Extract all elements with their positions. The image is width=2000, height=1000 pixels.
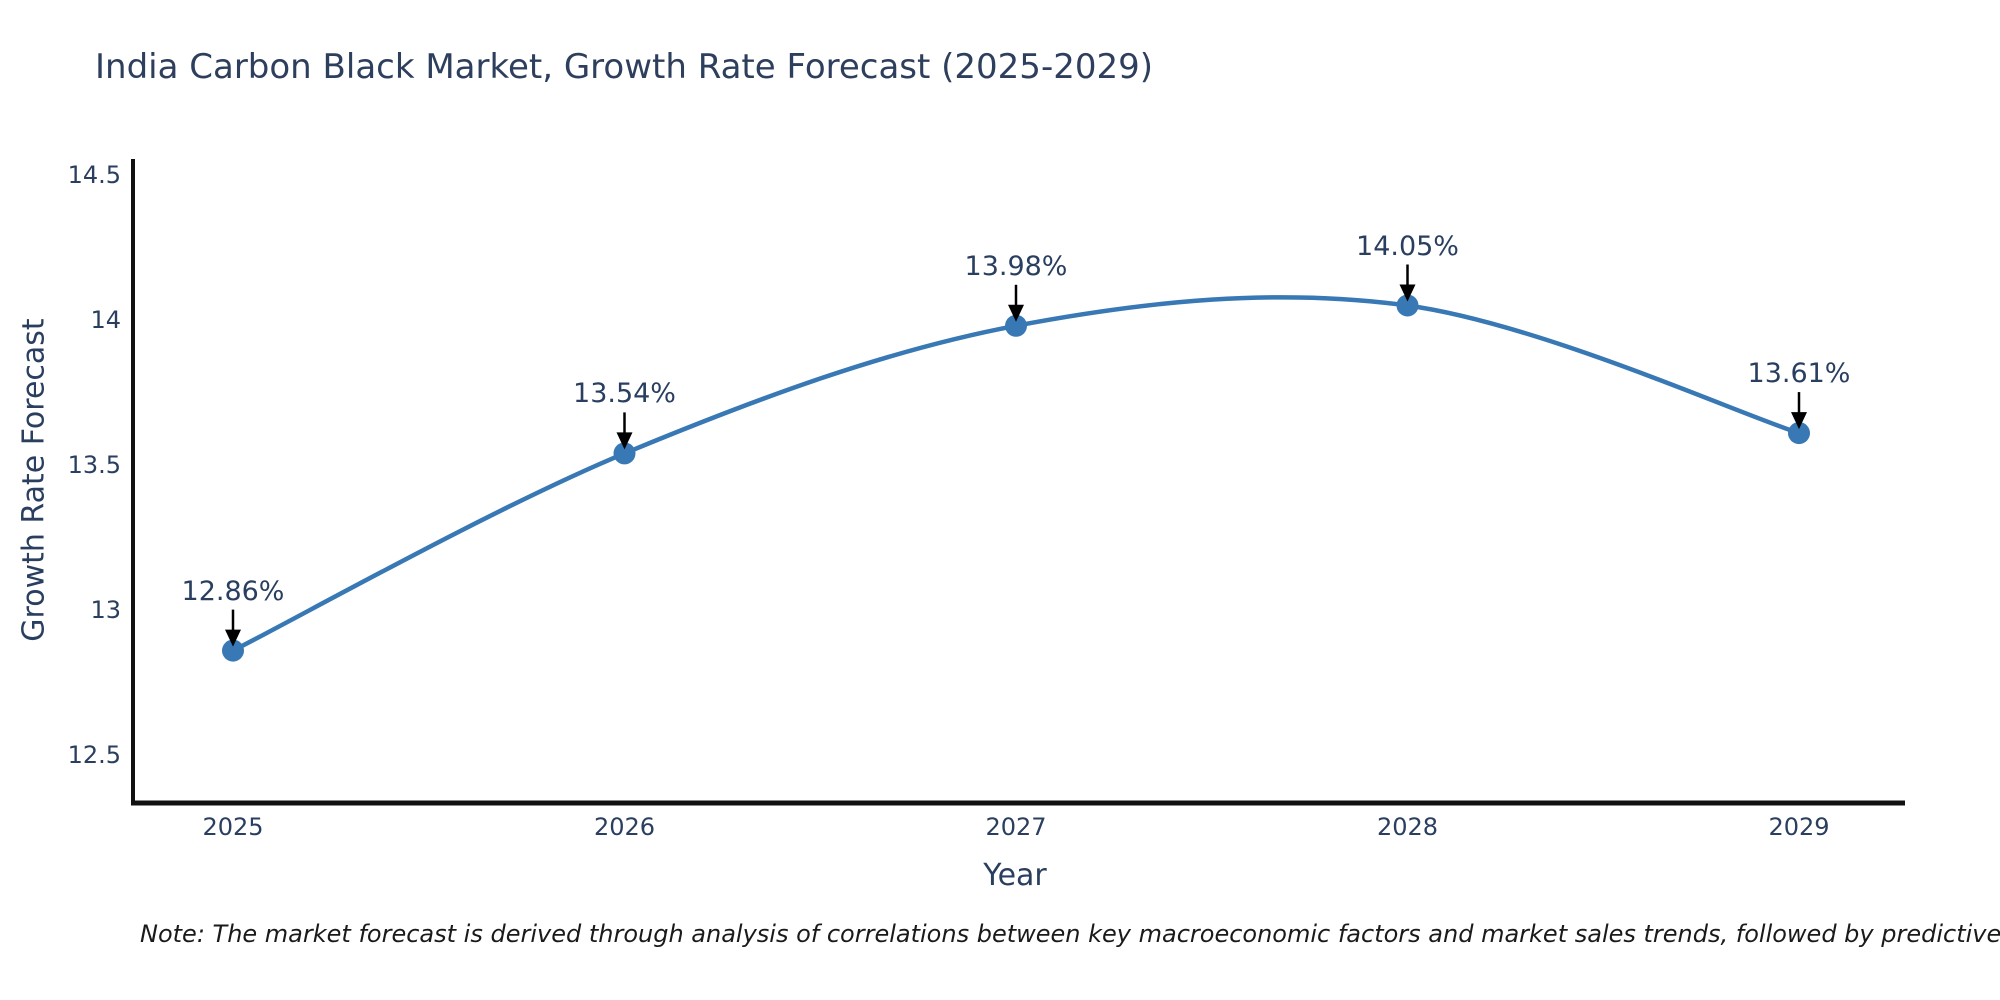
annotation-arrow-head xyxy=(1008,304,1024,322)
annotation-arrow-head xyxy=(225,629,241,647)
data-point-marker xyxy=(1005,314,1027,337)
data-point-label: 12.86% xyxy=(181,575,285,607)
x-tick-label: 2026 xyxy=(593,813,656,841)
y-tick-label: 14.5 xyxy=(67,161,121,189)
data-point-label: 13.98% xyxy=(964,250,1068,282)
data-point-label: 14.05% xyxy=(1356,230,1459,262)
series-line xyxy=(230,295,1802,653)
x-axis-title: Year xyxy=(983,858,1047,893)
annotation-arrow-head xyxy=(616,432,633,450)
data-point-marker xyxy=(1396,294,1419,317)
y-tick-label: 13 xyxy=(90,596,121,624)
data-point-marker xyxy=(613,442,636,465)
data-point-marker xyxy=(1788,422,1810,445)
x-tick-label: 2028 xyxy=(1376,813,1439,841)
y-tick-label: 13.5 xyxy=(67,451,121,479)
annotation-arrow-head xyxy=(1791,412,1807,430)
x-tick-label: 2029 xyxy=(1768,813,1830,841)
y-tick-label: 14 xyxy=(90,306,121,334)
data-point-label: 13.54% xyxy=(573,378,676,410)
annotation-arrows xyxy=(225,264,1807,647)
y-tick-label: 12.5 xyxy=(67,741,121,769)
x-tick-label: 2025 xyxy=(202,813,264,841)
chart-title: India Carbon Black Market, Growth Rate F… xyxy=(95,47,1154,87)
series-group xyxy=(222,294,1810,662)
data-point-marker xyxy=(222,639,244,662)
data-point-label: 13.61% xyxy=(1747,358,1851,390)
annotation-arrow-head xyxy=(1399,284,1416,302)
x-tick-label: 2027 xyxy=(985,813,1047,841)
footnote: Note: The market forecast is derived thr… xyxy=(140,920,2000,948)
